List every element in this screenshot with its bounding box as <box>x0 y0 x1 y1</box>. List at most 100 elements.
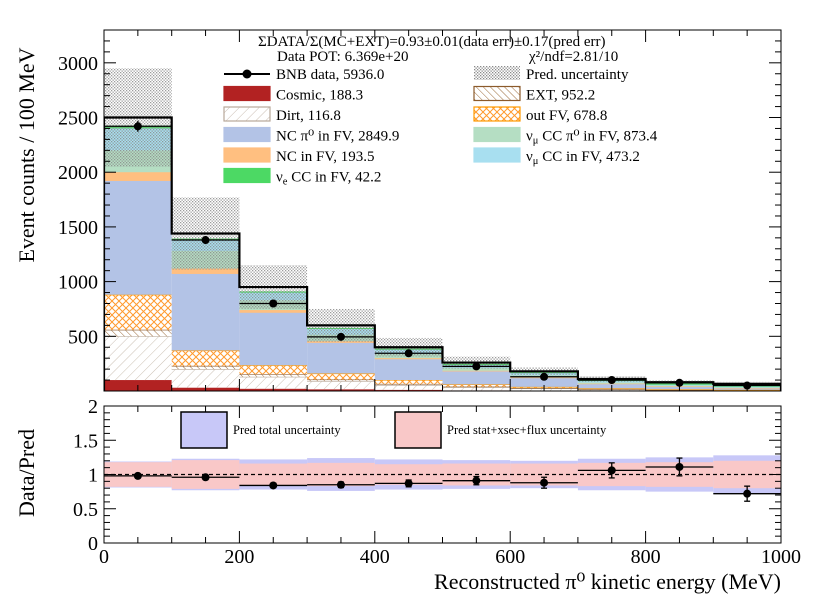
y-tick-label: 1 <box>88 465 98 487</box>
y-tick-label: 1500 <box>58 217 98 239</box>
x-tick-label: 1000 <box>761 546 801 568</box>
bar-segment <box>307 379 375 382</box>
ratio-point <box>607 466 616 475</box>
data-point <box>540 372 549 381</box>
data-point <box>336 332 345 341</box>
legend-swatch <box>473 106 521 122</box>
main-y-axis: 500 1000 1500 2000 2500 3000 <box>58 40 781 381</box>
legend-entry: BNB data, 5936.0 <box>224 67 384 83</box>
legend-entry: out FV, 678.8 <box>473 106 607 124</box>
x-tick-label: 0 <box>99 546 109 568</box>
bar-segment <box>239 365 308 375</box>
y-tick-label: 1.5 <box>73 430 98 452</box>
bar-segment <box>171 273 240 351</box>
bar-segment <box>239 312 308 366</box>
legend-label: Pred. uncertainty <box>526 67 629 83</box>
legend-entry: Cosmic, 188.3 <box>223 85 363 104</box>
stat-uncertainty-box <box>307 462 375 487</box>
y-tick-label: 2 <box>88 396 98 418</box>
y-tick-label: 2500 <box>58 108 98 130</box>
ratio-legend-entry: Pred total uncertainty <box>180 411 341 449</box>
x-tick-label: 400 <box>360 546 390 568</box>
data-point <box>472 362 481 371</box>
data-point <box>133 122 142 131</box>
bar-segment <box>307 373 375 380</box>
bar-segment <box>171 369 240 388</box>
bar-segment <box>104 294 172 330</box>
y-tick-label: 3000 <box>58 53 98 75</box>
x-tick-label: 600 <box>495 546 525 568</box>
ratio-legend-label: Pred stat+xsec+flux uncertainty <box>447 423 607 437</box>
y-tick-label: 1000 <box>58 272 98 294</box>
legend-label: Dirt, 116.8 <box>276 108 341 124</box>
x-axis-label: Reconstructed π⁰ kinetic energy (MeV) <box>434 569 781 594</box>
y-tick-label: 500 <box>68 326 98 348</box>
legend-label: νμ CC π⁰ in FV, 873.4 <box>526 129 658 147</box>
legend-entry: NC π⁰ in FV, 2849.9 <box>223 126 399 145</box>
data-pot-label: Data POT: 6.369e+20 <box>277 49 408 65</box>
legend-label: NC in FV, 193.5 <box>276 149 375 165</box>
data-point <box>201 236 210 245</box>
legend-data-marker <box>242 69 252 79</box>
data-point <box>607 376 616 385</box>
ratio-point <box>540 478 549 487</box>
bar-segment <box>104 180 172 295</box>
ratio-legend-entry: Pred stat+xsec+flux uncertainty <box>394 411 607 449</box>
x-tick-label: 200 <box>224 546 254 568</box>
legend-swatch <box>223 106 271 122</box>
bar-segment <box>307 341 375 343</box>
legend-label: out FV, 678.8 <box>526 108 607 124</box>
y-tick-label: 0 <box>88 533 98 555</box>
ratio-data-points <box>104 457 781 502</box>
legend-entry: Pred. uncertainty <box>474 66 629 83</box>
ratio-legend-swatch <box>180 411 228 449</box>
legend-label: BNB data, 5936.0 <box>276 67 384 83</box>
ratio-point <box>269 481 278 490</box>
bar-segment <box>510 378 578 387</box>
legend-swatch <box>473 126 521 143</box>
legend-swatch <box>223 147 271 163</box>
legend-swatch <box>223 126 271 143</box>
ratio-y-axis-label: Data/Pred <box>14 429 39 517</box>
bar-segment <box>374 380 443 384</box>
ratio-point <box>404 479 413 488</box>
main-x-axis-ticks <box>103 30 782 391</box>
ratio-point <box>133 471 142 480</box>
data-point <box>269 299 278 308</box>
bar-segment <box>104 336 172 381</box>
bnb-data-points <box>104 120 781 390</box>
legend-label: Cosmic, 188.3 <box>276 88 363 104</box>
ratio-legend-swatch <box>394 411 442 449</box>
ratio-legend-label: Pred total uncertainty <box>233 423 341 437</box>
legend-entry: Dirt, 116.8 <box>223 106 341 124</box>
ratio-x-axis: 0 200 400 600 800 1000 <box>99 406 801 568</box>
bar-segment <box>104 172 172 181</box>
bar-segment <box>374 359 443 381</box>
ratio-point <box>675 462 684 471</box>
legend-label: νe CC in FV, 42.2 <box>276 170 381 188</box>
data-point <box>404 349 413 358</box>
bar-segment <box>239 374 308 377</box>
main-legend: BNB data, 5936.0 Pred. uncertainty Cosmic,… <box>223 66 658 188</box>
bar-segment <box>239 376 308 389</box>
main-y-axis-label: Event counts / 100 MeV <box>14 47 39 262</box>
ratio-legend: Pred total uncertainty Pred stat+xsec+flu… <box>180 411 607 449</box>
legend-swatch <box>473 85 521 102</box>
ratio-point <box>201 473 210 482</box>
legend-swatch <box>223 167 271 184</box>
legend-entry: νμ CC π⁰ in FV, 873.4 <box>473 126 658 147</box>
bar-segment <box>239 310 308 313</box>
ratio-y-axis: 0 0.5 1 1.5 2 <box>73 396 781 555</box>
bar-segment <box>171 268 240 274</box>
chart-summary-line: ΣDATA/Σ(MC+EXT)=0.93±0.01(data err)±0.17… <box>258 34 605 50</box>
bar-segment <box>104 329 172 337</box>
legend-entry: EXT, 952.2 <box>473 85 595 104</box>
legend-entry: νμ CC in FV, 473.2 <box>473 147 640 167</box>
legend-entry: NC in FV, 193.5 <box>223 147 375 165</box>
stat-uncertainty-box <box>510 463 578 486</box>
ratio-point <box>743 489 752 498</box>
ratio-point <box>472 476 481 485</box>
legend-entry: νe CC in FV, 42.2 <box>223 167 381 188</box>
data-point <box>675 378 684 387</box>
